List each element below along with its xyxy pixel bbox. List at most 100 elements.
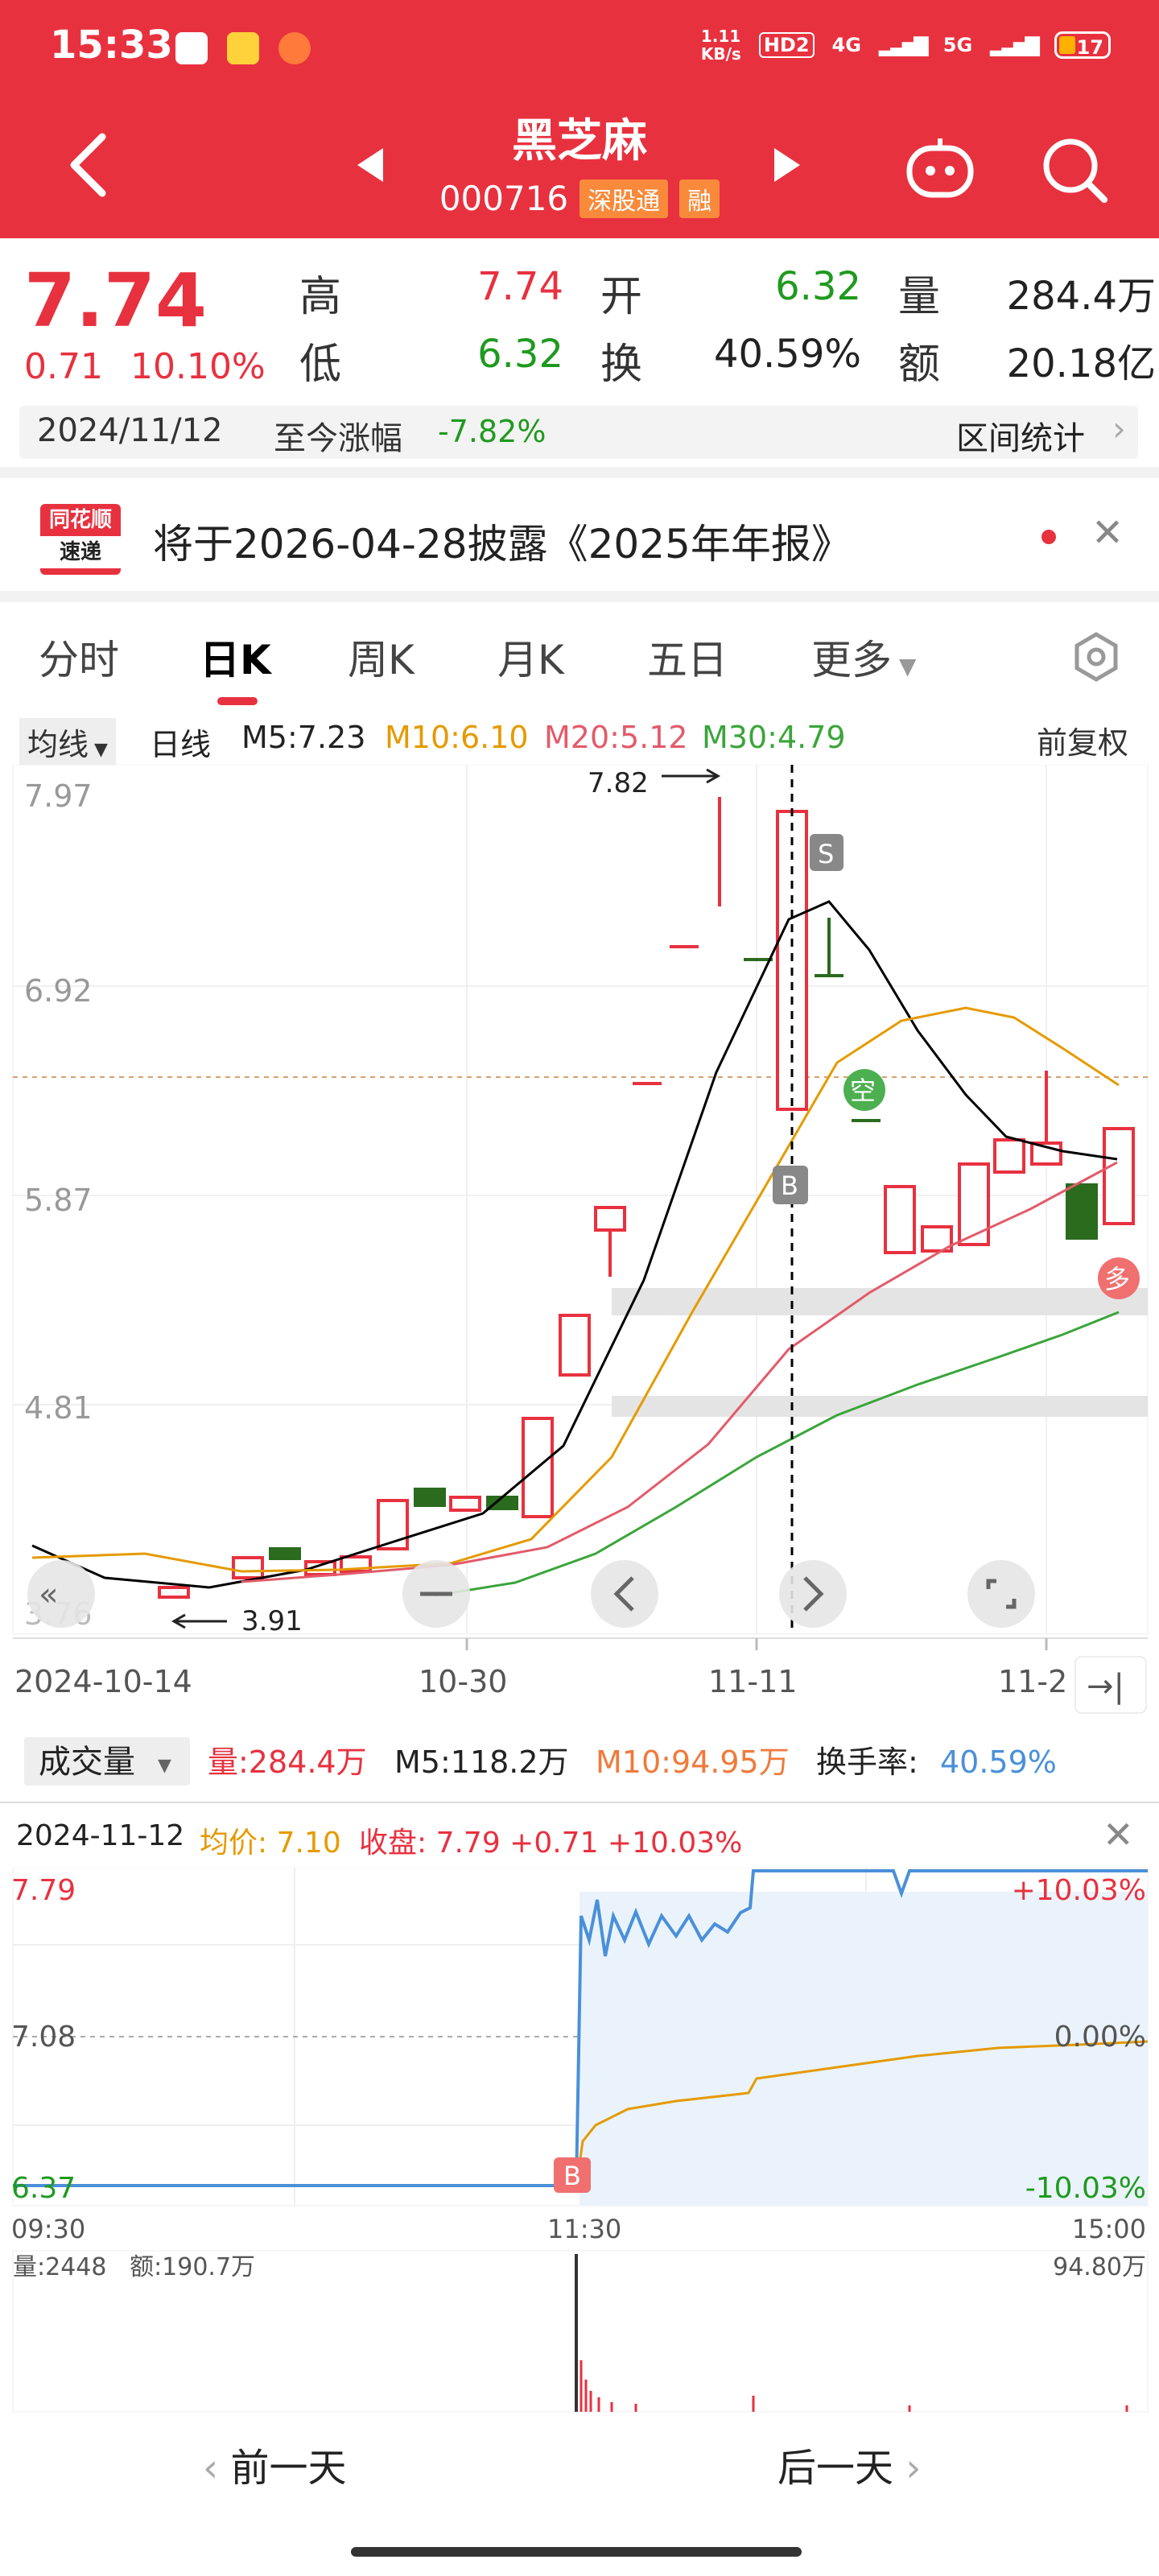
candle bbox=[594, 1206, 626, 1232]
since-label: 至今涨幅 bbox=[274, 420, 402, 457]
avg-price-line bbox=[575, 2040, 1149, 2186]
intraday-vol-max: 94.80万 bbox=[1053, 2253, 1146, 2281]
tab-daily-k[interactable]: 日K bbox=[200, 637, 271, 683]
change-percent: 10.10% bbox=[130, 346, 266, 387]
expand-icon bbox=[986, 1579, 996, 1589]
svg-text:B: B bbox=[563, 2161, 581, 2191]
candle bbox=[884, 1185, 916, 1254]
close-notice-button[interactable]: ✕ bbox=[1091, 510, 1124, 555]
chart-controls[interactable]: « bbox=[27, 1560, 1035, 1628]
price-line bbox=[13, 1869, 1148, 2187]
low-price-mark: 3.91 bbox=[241, 1605, 303, 1637]
candle bbox=[958, 1162, 990, 1246]
y-right-label: -10.03% bbox=[1025, 2172, 1146, 2205]
triangle-right-icon bbox=[774, 148, 800, 182]
prev-stock-button[interactable] bbox=[354, 145, 386, 188]
chevron-right-icon: › bbox=[893, 2446, 922, 2491]
jump-end-icon: →| bbox=[1087, 1668, 1124, 1705]
next-day-button[interactable]: 后一天 › bbox=[777, 2446, 922, 2491]
volume-bars bbox=[580, 2360, 1128, 2412]
notice-banner[interactable]: 同花顺 速递 将于2026-04-28披露《2025年年报》 ✕ bbox=[0, 483, 1159, 588]
short-signal-tag bbox=[843, 1069, 885, 1111]
range-stats-link[interactable]: 区间统计 bbox=[956, 420, 1085, 457]
vol-m5: M5:118.2万 bbox=[394, 1744, 569, 1780]
vol-m10: M10:94.95万 bbox=[596, 1744, 790, 1780]
ma10-line bbox=[31, 1006, 1120, 1573]
x-label: 10-30 bbox=[419, 1664, 507, 1699]
ma20-value: M20:5.12 bbox=[544, 720, 688, 755]
ma-toggle-button[interactable]: 均线 ▼ bbox=[19, 718, 116, 766]
adjust-mode-button[interactable]: 前复权 bbox=[1037, 725, 1129, 761]
tag-margin: 融 bbox=[679, 179, 720, 218]
y-left-label: 7.79 bbox=[11, 1874, 76, 1907]
candle bbox=[559, 1314, 591, 1377]
ma5-line bbox=[31, 900, 1118, 1589]
turnover-label: 换 bbox=[600, 341, 643, 389]
ma-indicator-row: 均线 ▼ 日线 M5:7.23 M10:6.10 M20:5.12 M30:4.… bbox=[0, 712, 1159, 766]
jump-latest-button[interactable] bbox=[1074, 1656, 1147, 1714]
turnover-value: 40.59% bbox=[713, 332, 861, 377]
period-label: 日线 bbox=[150, 727, 212, 762]
home-indicator[interactable] bbox=[351, 2547, 802, 2557]
candle bbox=[449, 1496, 481, 1512]
svg-text:成交量: 成交量 bbox=[39, 1744, 135, 1781]
tab-weekly-k[interactable]: 周K bbox=[348, 637, 415, 683]
tab-monthly-k[interactable]: 月K bbox=[497, 637, 564, 683]
x-label: 11-2 bbox=[998, 1664, 1067, 1699]
dropdown-triangle-icon: ▼ bbox=[158, 1756, 171, 1776]
high-label: 高 bbox=[299, 273, 342, 321]
tab-five-day[interactable]: 五日 bbox=[647, 637, 728, 683]
svg-text:空: 空 bbox=[850, 1075, 876, 1106]
double-chevron-left-icon: « bbox=[39, 1576, 58, 1613]
promo-notification-icon bbox=[278, 32, 311, 64]
note-notification-icon bbox=[227, 32, 259, 64]
robot-assistant-button[interactable] bbox=[901, 137, 979, 204]
ma5-value: M5:7.23 bbox=[241, 720, 366, 755]
tab-intraday[interactable]: 分时 bbox=[39, 637, 119, 683]
amount-label: 额 bbox=[898, 341, 941, 389]
y-label: 6.92 bbox=[24, 973, 93, 1009]
change-amount: 0.71 bbox=[24, 346, 103, 387]
popup-close: 收盘: 7.79 +0.71 +10.03% bbox=[359, 1827, 743, 1860]
signal-5g: 5G bbox=[942, 34, 973, 56]
stock-code-row: 000716 深股通 融 bbox=[0, 179, 1159, 218]
date-bar[interactable]: 2024/11/12 至今涨幅 -7.82% 区间统计 › bbox=[19, 406, 1138, 459]
search-button[interactable] bbox=[1038, 134, 1111, 209]
open-value: 6.32 bbox=[775, 264, 861, 309]
rewind-button bbox=[27, 1560, 95, 1628]
popup-avg-price: 均价: 7.10 bbox=[200, 1827, 341, 1860]
ma30-value: M30:4.79 bbox=[702, 720, 846, 755]
candle bbox=[232, 1556, 264, 1579]
chart-settings-button[interactable] bbox=[1070, 631, 1122, 686]
unread-dot-icon bbox=[1041, 530, 1056, 544]
next-stock-button[interactable] bbox=[771, 145, 803, 188]
low-label: 低 bbox=[299, 341, 342, 389]
tab-indicator bbox=[217, 697, 258, 705]
close-icon: ✕ bbox=[1091, 510, 1124, 555]
turnover-rate-value: 40.59% bbox=[940, 1744, 1057, 1780]
turnover-rate-label: 换手率: bbox=[816, 1744, 918, 1780]
stock-code: 000716 bbox=[439, 179, 569, 218]
intraday-volume-info: 量:2448 额:190.7万 bbox=[13, 2253, 255, 2281]
indicator-select-button[interactable] bbox=[24, 1737, 190, 1785]
system-nav-area bbox=[0, 2528, 1159, 2576]
y-right-label: +10.03% bbox=[1012, 1874, 1146, 1907]
dropdown-triangle-icon: ▼ bbox=[892, 653, 917, 679]
notice-text: 将于2026-04-28披露《2025年年报》 bbox=[153, 521, 852, 568]
kline-chart[interactable]: 7.97 6.92 5.87 4.81 3.76 bbox=[0, 765, 1159, 1803]
y-label: 5.87 bbox=[24, 1183, 93, 1218]
back-arrow-icon bbox=[70, 133, 106, 197]
x-label: 2024-10-14 bbox=[14, 1664, 192, 1699]
ma10-value: M10:6.10 bbox=[385, 720, 529, 755]
stock-name: 黑芝麻 bbox=[512, 115, 647, 167]
tab-more[interactable]: 更多 ▼ bbox=[811, 637, 917, 683]
popup-close-button[interactable]: ✕ bbox=[1103, 1813, 1134, 1856]
back-button[interactable] bbox=[66, 129, 114, 201]
prev-day-button[interactable]: ‹ 前一天 bbox=[203, 2446, 347, 2491]
candle bbox=[1103, 1127, 1135, 1225]
app-notification-icon bbox=[175, 32, 208, 64]
volume-value: 量:284.4万 bbox=[208, 1744, 367, 1780]
popup-date: 2024-11-12 bbox=[16, 1819, 185, 1852]
high-price-mark: 7.82 bbox=[588, 767, 649, 799]
buy-signal-tag bbox=[773, 1166, 808, 1204]
